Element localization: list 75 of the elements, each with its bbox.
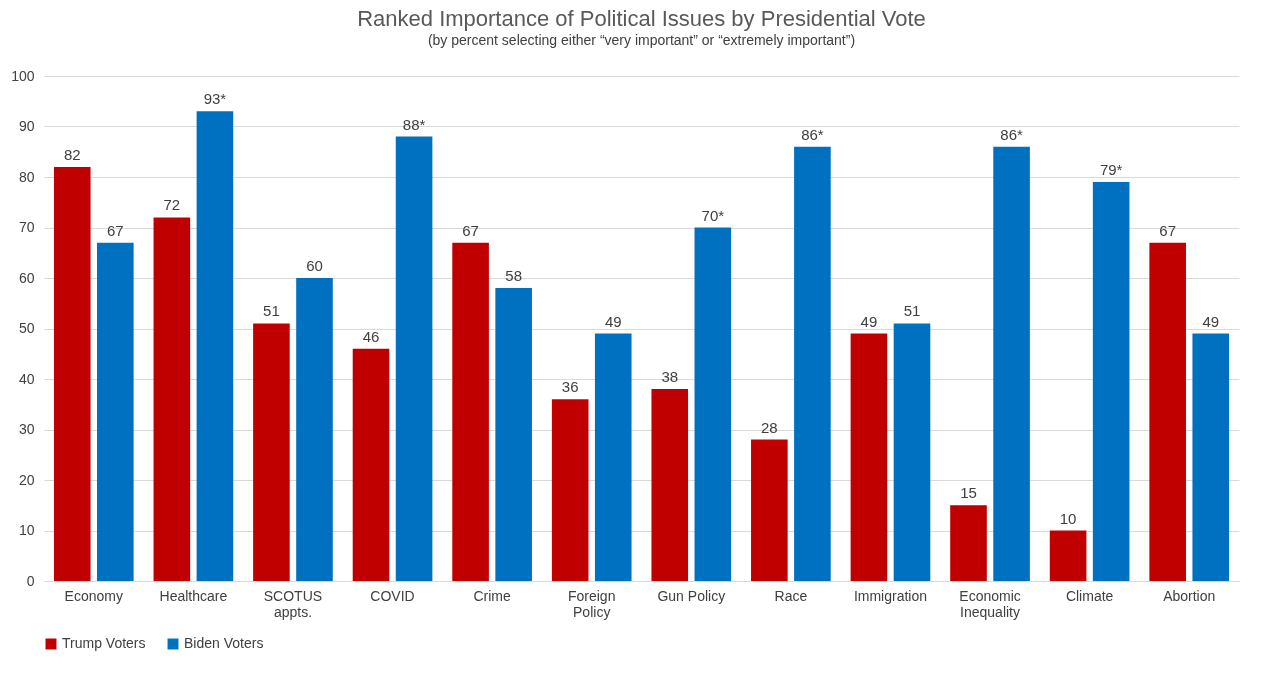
bar [196,111,234,581]
data-label: 88* [402,115,426,133]
x-tick-label: Crime [473,587,511,604]
x-tick-label: SCOTUS appts. [263,587,323,620]
y-tick-label: 70 [18,219,35,235]
bar [1149,242,1186,581]
data-label: 86* [1000,125,1023,143]
data-label: 51 [263,302,280,320]
y-tick-label: 90 [18,118,35,134]
bar [893,323,931,581]
x-tick-label: Healthcare [159,587,228,604]
y-tick-label: 50 [18,320,35,336]
data-label: 93* [203,90,227,108]
bar [993,146,1030,581]
bar [1049,530,1087,581]
x-tick-label: COVID [370,587,415,604]
data-label: 67 [106,221,124,239]
y-tick-label: 20 [18,471,35,488]
data-label: 72 [163,196,181,214]
x-tick-label: Economic Inequality [959,587,1021,620]
x-tick-label: Immigration [853,587,928,604]
y-tick-label: 30 [18,421,35,437]
bar [296,278,333,581]
legend-label: Biden Voters [184,635,264,651]
y-tick-label: 100 [11,67,35,84]
legend-label: Trump Voters [62,635,146,651]
bar [53,166,91,581]
bar [253,323,290,581]
y-tick-label: 80 [18,168,35,185]
bar [452,242,489,581]
data-label: 15 [960,484,977,502]
bar [352,348,390,581]
bar [594,333,632,581]
chart-subtitle: (by percent selecting either “very important” or “extremely important”) [427,32,856,48]
bar [153,217,191,581]
data-label: 70* [701,206,725,224]
data-label: 38 [661,368,679,386]
bar [850,333,888,581]
bar [97,242,134,581]
data-label: 67 [462,221,479,239]
data-label: 82 [63,145,81,163]
data-label: 60 [306,257,323,274]
data-label: 36 [561,378,579,396]
y-tick-label: 60 [18,269,35,286]
chart-title: Ranked Importance of Political Issues by Presidential Vote [357,6,926,31]
bar [694,227,732,581]
x-tick-label: Abortion [1163,587,1216,604]
y-tick-label: 10 [18,522,35,538]
data-label: 79* [1099,161,1123,179]
y-tick-label: 0 [26,572,35,589]
x-tick-label: Economy [64,587,123,604]
data-label: 49 [860,312,878,330]
data-label: 49 [1202,312,1220,330]
bar [1092,182,1130,581]
data-label: 86* [801,125,824,143]
bar [551,399,589,581]
data-label: 28 [761,418,778,436]
y-tick-label: 40 [18,370,35,387]
data-label: 67 [1159,221,1177,239]
x-tick-label: Race [774,587,808,604]
data-label: 46 [362,327,380,345]
bar [395,136,433,581]
bar [751,439,788,581]
bar [950,505,987,581]
x-tick-label: Gun Policy [657,587,726,604]
bar [1192,333,1230,581]
x-tick-label: Climate [1065,587,1114,604]
data-label: 10 [1059,509,1077,527]
x-tick-label: Foreign Policy [567,587,616,620]
bar [794,146,831,581]
data-label: 58 [505,267,522,285]
data-label: 49 [604,312,622,330]
data-label: 51 [903,302,921,320]
bar [651,389,689,581]
bar [495,288,532,581]
